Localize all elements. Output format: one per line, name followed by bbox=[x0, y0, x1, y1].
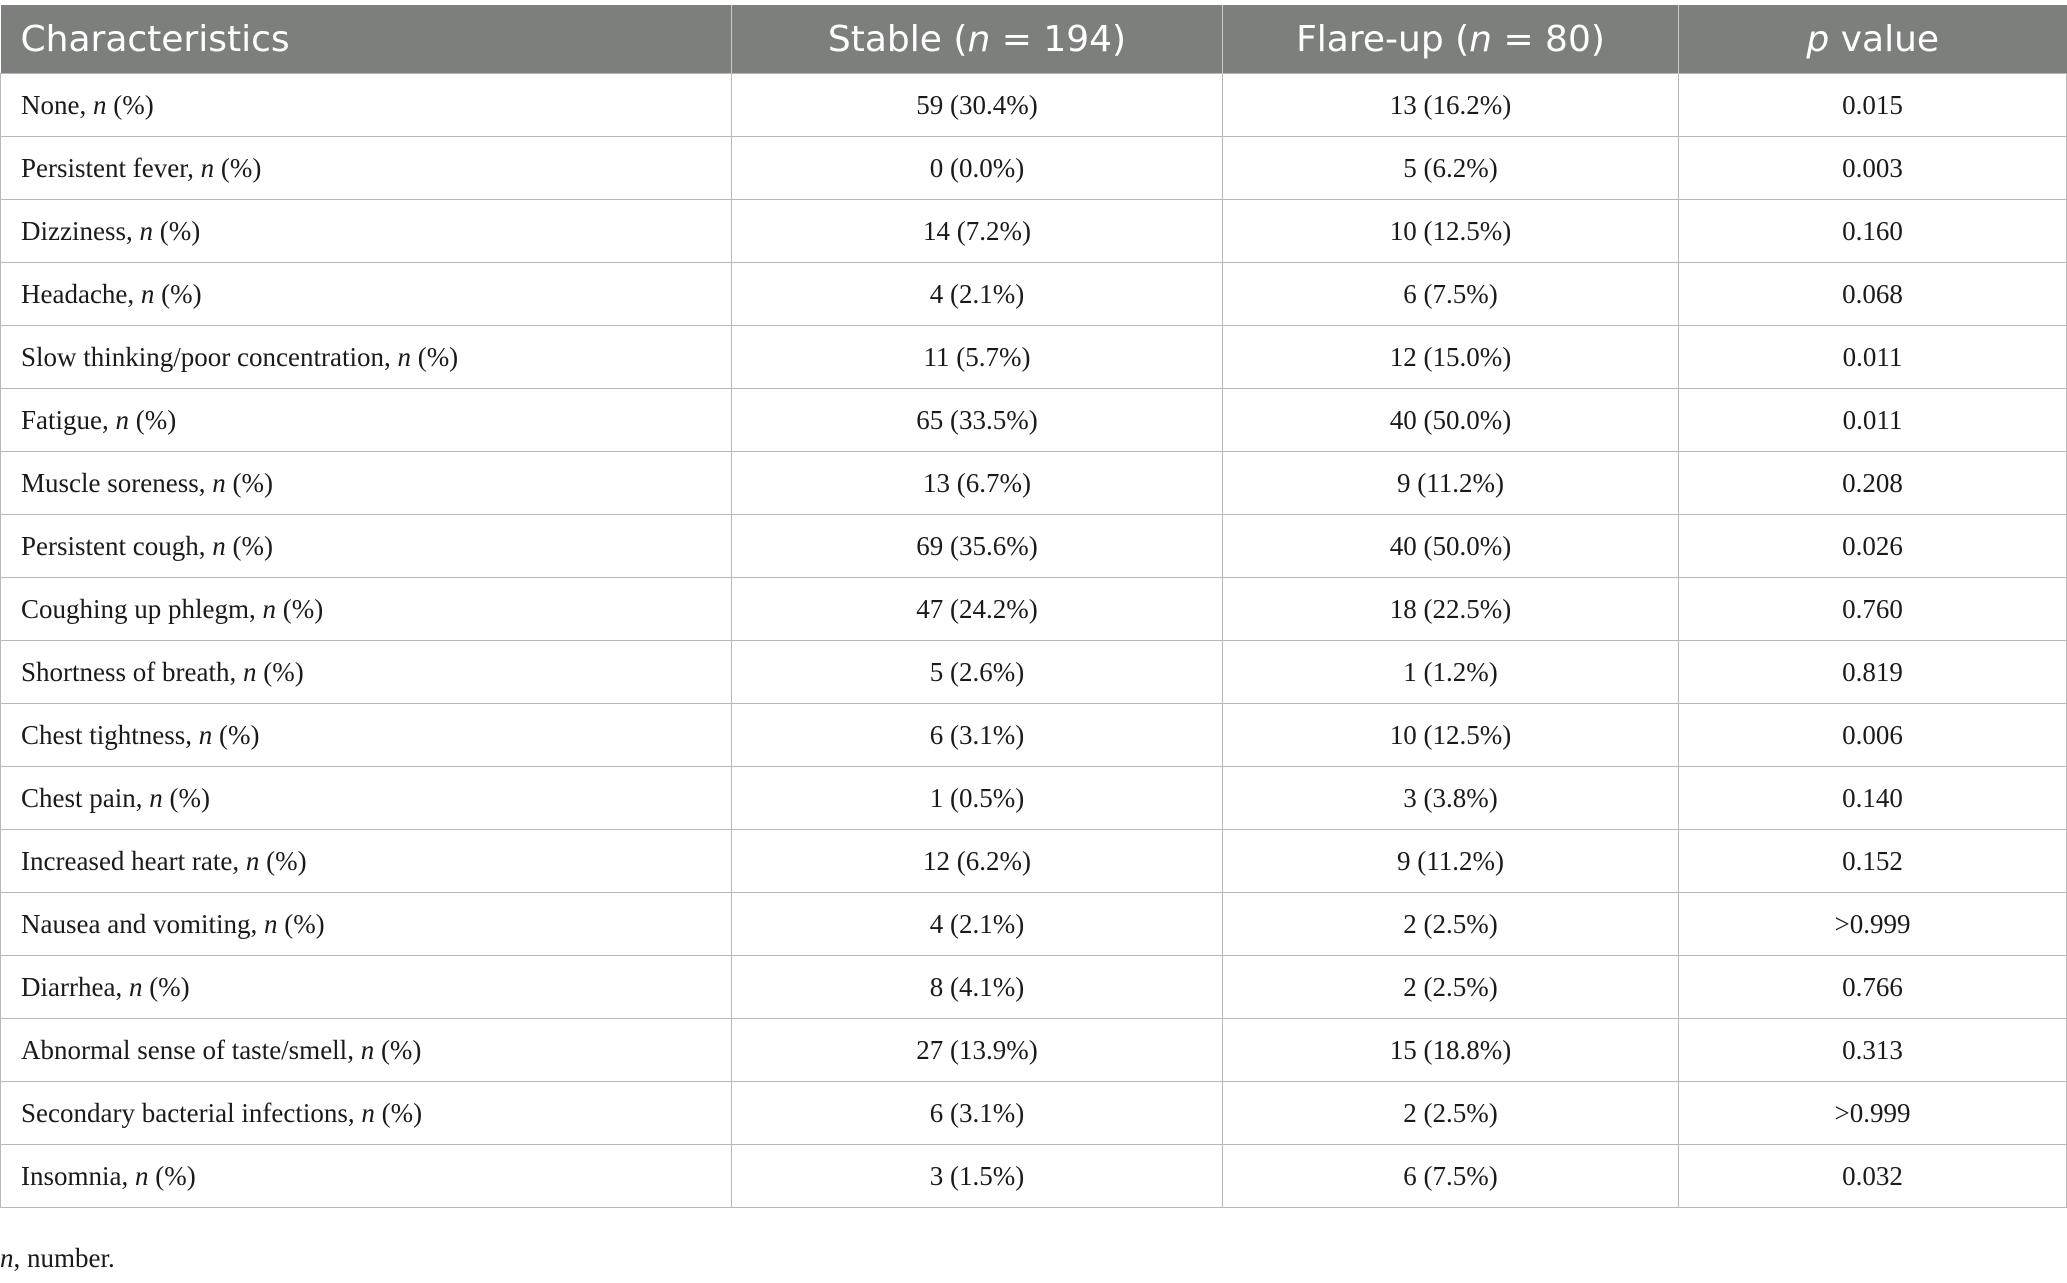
cell-p-value: 0.003 bbox=[1678, 136, 2067, 200]
footnote: n, number. bbox=[0, 1243, 115, 1273]
table-row: Persistent cough, n (%) 69 (35.6%) 40 (50.… bbox=[0, 514, 2067, 578]
cell-p-value: 0.760 bbox=[1678, 577, 2067, 641]
cell-stable: 3 (1.5%) bbox=[731, 1144, 1223, 1208]
cell-flare-up: 6 (7.5%) bbox=[1222, 1144, 1679, 1208]
row-label: Chest pain, n (%) bbox=[0, 766, 732, 830]
cell-p-value: 0.766 bbox=[1678, 955, 2067, 1019]
table-row: Increased heart rate, n (%) 12 (6.2%) 9 (1… bbox=[0, 829, 2067, 893]
cell-p-value: >0.999 bbox=[1678, 892, 2067, 956]
cell-stable: 65 (33.5%) bbox=[731, 388, 1223, 452]
header-p-value: p value bbox=[1678, 5, 2067, 74]
cell-flare-up: 18 (22.5%) bbox=[1222, 577, 1679, 641]
cell-stable: 6 (3.1%) bbox=[731, 1081, 1223, 1145]
row-label: Increased heart rate, n (%) bbox=[0, 829, 732, 893]
row-label: Insomnia, n (%) bbox=[0, 1144, 732, 1208]
cell-stable: 69 (35.6%) bbox=[731, 514, 1223, 578]
cell-p-value: 0.011 bbox=[1678, 325, 2067, 389]
cell-stable: 13 (6.7%) bbox=[731, 451, 1223, 515]
header-row: Characteristics Stable (n = 194) Flare-u… bbox=[0, 5, 2067, 74]
row-label: Nausea and vomiting, n (%) bbox=[0, 892, 732, 956]
table-row: Chest tightness, n (%) 6 (3.1%) 10 (12.5%)… bbox=[0, 703, 2067, 767]
table-row: Dizziness, n (%) 14 (7.2%) 10 (12.5%) 0.160 bbox=[0, 199, 2067, 263]
cell-flare-up: 15 (18.8%) bbox=[1222, 1018, 1679, 1082]
cell-stable: 47 (24.2%) bbox=[731, 577, 1223, 641]
cell-p-value: 0.068 bbox=[1678, 262, 2067, 326]
cell-p-value: 0.160 bbox=[1678, 199, 2067, 263]
table-row: Chest pain, n (%) 1 (0.5%) 3 (3.8%) 0.140 bbox=[0, 766, 2067, 830]
header-characteristics: Characteristics bbox=[0, 5, 732, 74]
cell-flare-up: 2 (2.5%) bbox=[1222, 1081, 1679, 1145]
cell-stable: 12 (6.2%) bbox=[731, 829, 1223, 893]
cell-stable: 0 (0.0%) bbox=[731, 136, 1223, 200]
cell-flare-up: 2 (2.5%) bbox=[1222, 892, 1679, 956]
row-label: Chest tightness, n (%) bbox=[0, 703, 732, 767]
cell-stable: 4 (2.1%) bbox=[731, 892, 1223, 956]
table-row: Secondary bacterial infections, n (%) 6 (… bbox=[0, 1081, 2067, 1145]
cell-p-value: 0.208 bbox=[1678, 451, 2067, 515]
cell-p-value: 0.819 bbox=[1678, 640, 2067, 704]
cell-flare-up: 5 (6.2%) bbox=[1222, 136, 1679, 200]
cell-stable: 14 (7.2%) bbox=[731, 199, 1223, 263]
cell-stable: 59 (30.4%) bbox=[731, 73, 1223, 137]
row-label: Slow thinking/poor concentration, n (%) bbox=[0, 325, 732, 389]
cell-flare-up: 40 (50.0%) bbox=[1222, 514, 1679, 578]
cell-stable: 6 (3.1%) bbox=[731, 703, 1223, 767]
table-row: Coughing up phlegm, n (%) 47 (24.2%) 18 (2… bbox=[0, 577, 2067, 641]
cell-flare-up: 13 (16.2%) bbox=[1222, 73, 1679, 137]
row-label: Persistent cough, n (%) bbox=[0, 514, 732, 578]
cell-flare-up: 10 (12.5%) bbox=[1222, 703, 1679, 767]
cell-p-value: 0.152 bbox=[1678, 829, 2067, 893]
row-label: Dizziness, n (%) bbox=[0, 199, 732, 263]
cell-p-value: 0.032 bbox=[1678, 1144, 2067, 1208]
cell-p-value: 0.011 bbox=[1678, 388, 2067, 452]
cell-flare-up: 2 (2.5%) bbox=[1222, 955, 1679, 1019]
table-row: None, n (%) 59 (30.4%) 13 (16.2%) 0.015 bbox=[0, 73, 2067, 137]
row-label: None, n (%) bbox=[0, 73, 732, 137]
row-label: Persistent fever, n (%) bbox=[0, 136, 732, 200]
symptoms-table: Characteristics Stable (n = 194) Flare-u… bbox=[0, 5, 2067, 1208]
cell-flare-up: 40 (50.0%) bbox=[1222, 388, 1679, 452]
cell-stable: 27 (13.9%) bbox=[731, 1018, 1223, 1082]
cell-stable: 11 (5.7%) bbox=[731, 325, 1223, 389]
cell-flare-up: 1 (1.2%) bbox=[1222, 640, 1679, 704]
table-row: Slow thinking/poor concentration, n (%) 1… bbox=[0, 325, 2067, 389]
table-row: Insomnia, n (%) 3 (1.5%) 6 (7.5%) 0.032 bbox=[0, 1144, 2067, 1208]
row-label: Secondary bacterial infections, n (%) bbox=[0, 1081, 732, 1145]
table-row: Diarrhea, n (%) 8 (4.1%) 2 (2.5%) 0.766 bbox=[0, 955, 2067, 1019]
cell-stable: 5 (2.6%) bbox=[731, 640, 1223, 704]
row-label: Diarrhea, n (%) bbox=[0, 955, 732, 1019]
header-stable: Stable (n = 194) bbox=[731, 5, 1223, 74]
cell-p-value: 0.026 bbox=[1678, 514, 2067, 578]
row-label: Headache, n (%) bbox=[0, 262, 732, 326]
cell-p-value: 0.140 bbox=[1678, 766, 2067, 830]
cell-p-value: 0.015 bbox=[1678, 73, 2067, 137]
cell-flare-up: 12 (15.0%) bbox=[1222, 325, 1679, 389]
table-body: None, n (%) 59 (30.4%) 13 (16.2%) 0.015 Pers… bbox=[0, 73, 2067, 1208]
cell-stable: 4 (2.1%) bbox=[731, 262, 1223, 326]
row-label: Coughing up phlegm, n (%) bbox=[0, 577, 732, 641]
cell-p-value: >0.999 bbox=[1678, 1081, 2067, 1145]
cell-flare-up: 6 (7.5%) bbox=[1222, 262, 1679, 326]
table-row: Headache, n (%) 4 (2.1%) 6 (7.5%) 0.068 bbox=[0, 262, 2067, 326]
table-row: Abnormal sense of taste/smell, n (%) 27 (… bbox=[0, 1018, 2067, 1082]
table-row: Nausea and vomiting, n (%) 4 (2.1%) 2 (2.5… bbox=[0, 892, 2067, 956]
cell-p-value: 0.006 bbox=[1678, 703, 2067, 767]
cell-flare-up: 3 (3.8%) bbox=[1222, 766, 1679, 830]
table-row: Fatigue, n (%) 65 (33.5%) 40 (50.0%) 0.011 bbox=[0, 388, 2067, 452]
cell-stable: 8 (4.1%) bbox=[731, 955, 1223, 1019]
cell-flare-up: 9 (11.2%) bbox=[1222, 829, 1679, 893]
header-flare-up: Flare-up (n = 80) bbox=[1222, 5, 1679, 74]
row-label: Muscle soreness, n (%) bbox=[0, 451, 732, 515]
table-row: Shortness of breath, n (%) 5 (2.6%) 1 (1.2… bbox=[0, 640, 2067, 704]
table-row: Muscle soreness, n (%) 13 (6.7%) 9 (11.2%)… bbox=[0, 451, 2067, 515]
row-label: Fatigue, n (%) bbox=[0, 388, 732, 452]
row-label: Abnormal sense of taste/smell, n (%) bbox=[0, 1018, 732, 1082]
cell-stable: 1 (0.5%) bbox=[731, 766, 1223, 830]
row-label: Shortness of breath, n (%) bbox=[0, 640, 732, 704]
cell-flare-up: 10 (12.5%) bbox=[1222, 199, 1679, 263]
cell-p-value: 0.313 bbox=[1678, 1018, 2067, 1082]
table-row: Persistent fever, n (%) 0 (0.0%) 5 (6.2%) 0… bbox=[0, 136, 2067, 200]
cell-flare-up: 9 (11.2%) bbox=[1222, 451, 1679, 515]
